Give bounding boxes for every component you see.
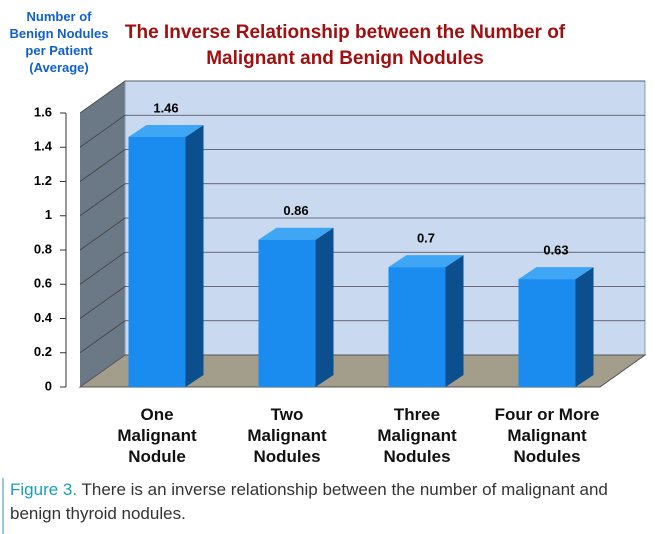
value-label: 1.46 xyxy=(153,100,178,115)
chart-title: The Inverse Relationship between the Num… xyxy=(124,22,566,69)
bar xyxy=(258,239,316,387)
y-tick-label: 1.2 xyxy=(34,173,52,188)
bar xyxy=(128,136,186,387)
bar-top xyxy=(128,124,204,137)
grid-line xyxy=(79,183,126,217)
y-tick-label: 0.2 xyxy=(34,344,52,359)
bar-side xyxy=(445,255,464,387)
value-label: 0.63 xyxy=(543,243,568,258)
bar-side xyxy=(185,124,204,387)
grid-line xyxy=(79,217,126,251)
caption-text: There is an inverse relationship between… xyxy=(10,480,608,523)
value-label: 0.7 xyxy=(417,231,435,246)
caption-label: Figure 3. xyxy=(10,480,78,499)
y-tick-label: 1.4 xyxy=(34,139,53,154)
grid-line xyxy=(79,80,126,114)
bar-top xyxy=(388,255,464,268)
y-tick-label: 0.6 xyxy=(34,276,52,291)
caption: Figure 3. There is an inverse relationsh… xyxy=(2,478,642,534)
x-tick-label: Three Malignant Nodules xyxy=(377,405,457,466)
grid-line xyxy=(79,320,126,354)
y-tick-label: 0.4 xyxy=(34,310,53,325)
x-tick-label: One Malignant Nodule xyxy=(117,405,197,466)
bar xyxy=(518,279,576,387)
bar-side xyxy=(575,267,594,387)
chart: 0 0.2 0.4 0.6 0.8 1 1.2 1.4 1.6 1.46 0.86 0.7 0.63 xyxy=(34,80,647,393)
y-tick-label: 0.8 xyxy=(34,241,52,256)
value-label: 0.86 xyxy=(283,203,308,218)
bar-side xyxy=(315,227,334,387)
grid-line xyxy=(79,149,126,182)
y-tick-label: 1 xyxy=(45,207,52,222)
y-tick-label: 0 xyxy=(45,378,52,393)
bar-top xyxy=(258,227,334,240)
grid-line xyxy=(79,286,126,319)
grid-line xyxy=(79,114,126,148)
x-tick-label: Two Malignant Nodules xyxy=(247,405,327,466)
x-tick-label: Four or More Malignant Nodules xyxy=(494,405,600,466)
y-axis-title: Number of Benign Nodules per Patient (Av… xyxy=(9,9,109,75)
y-tick-label: 1.6 xyxy=(34,104,52,119)
bar-top xyxy=(518,267,594,280)
grid-line xyxy=(79,251,126,285)
bar xyxy=(388,267,446,387)
